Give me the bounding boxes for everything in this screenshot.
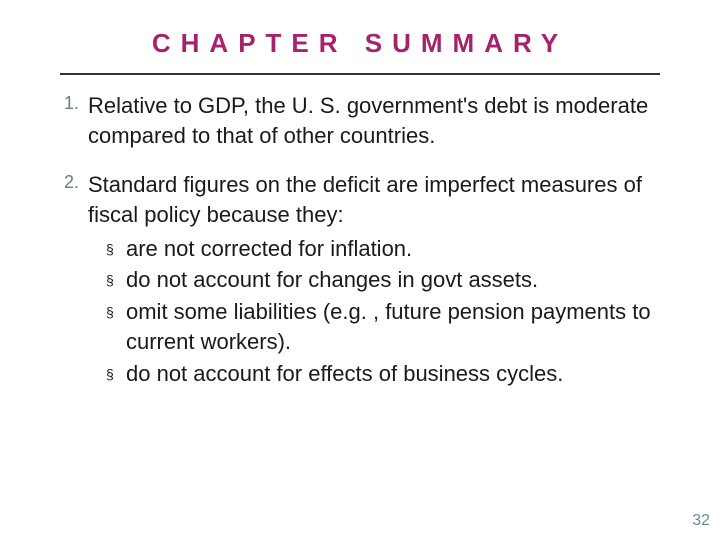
page-number: 32 [692,512,710,530]
sub-text: omit some liabilities (e.g. , future pen… [126,297,660,356]
list-item: 1. Relative to GDP, the U. S. government… [64,91,660,150]
bullet-icon: § [106,297,126,356]
sub-item: § omit some liabilities (e.g. , future p… [106,297,660,356]
chapter-summary-title: CHAPTER SUMMARY [60,28,660,75]
sub-list: § are not corrected for inflation. § do … [88,234,660,388]
sub-text: do not account for changes in govt asset… [126,265,660,295]
item-number: 2. [64,170,88,390]
list-item: 2. Standard figures on the deficit are i… [64,170,660,390]
content-list: 1. Relative to GDP, the U. S. government… [60,91,660,390]
bullet-icon: § [106,234,126,264]
item-number: 1. [64,91,88,150]
item-text: Relative to GDP, the U. S. government's … [88,91,660,150]
bullet-icon: § [106,265,126,295]
sub-text: do not account for effects of business c… [126,359,660,389]
sub-text: are not corrected for inflation. [126,234,660,264]
item-body: Standard figures on the deficit are impe… [88,170,660,390]
slide: CHAPTER SUMMARY 1. Relative to GDP, the … [0,0,720,540]
item-text: Standard figures on the deficit are impe… [88,172,642,227]
sub-item: § do not account for changes in govt ass… [106,265,660,295]
sub-item: § are not corrected for inflation. [106,234,660,264]
sub-item: § do not account for effects of business… [106,359,660,389]
bullet-icon: § [106,359,126,389]
